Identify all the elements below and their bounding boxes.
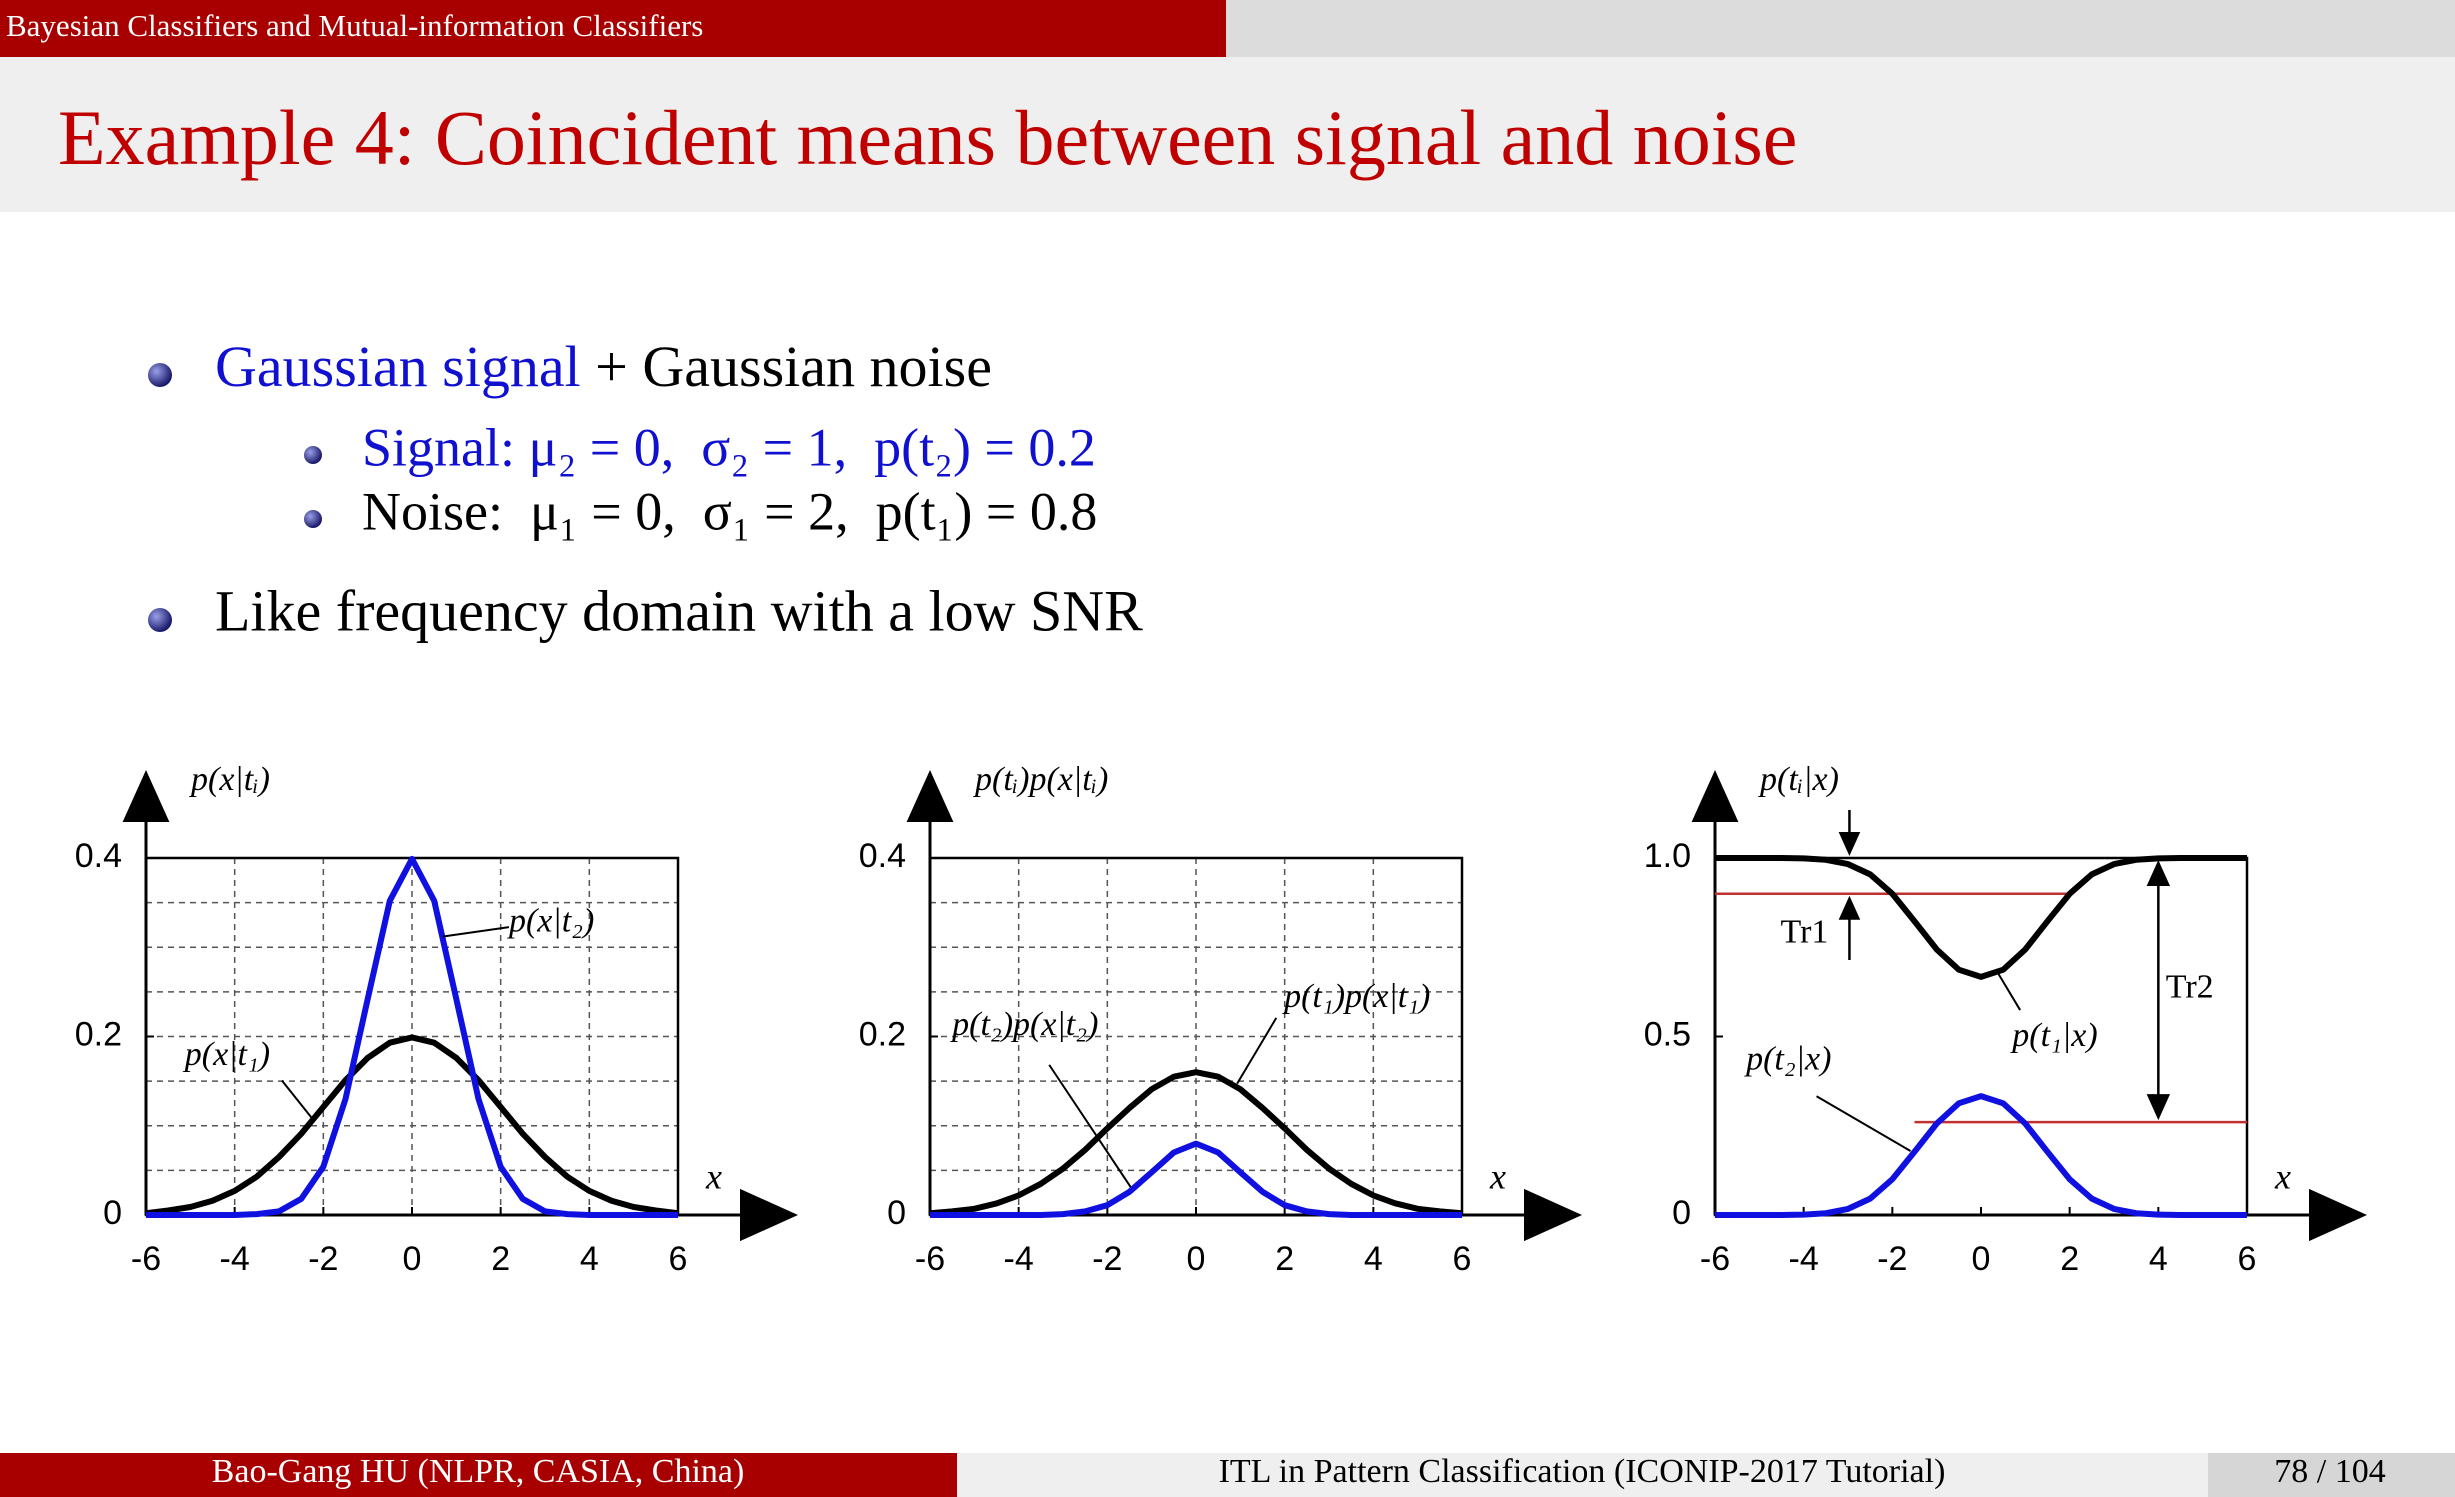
bullet-dot — [148, 608, 172, 632]
leader-line — [1236, 1017, 1278, 1085]
y-axis-label: p(x|tᵢ) — [189, 761, 270, 798]
x-tick-label: 2 — [2060, 1240, 2079, 1278]
tr-arrow-head — [1838, 832, 1861, 856]
x-tick-label: -2 — [1877, 1240, 1907, 1278]
x-tick-label: 0 — [1972, 1240, 1991, 1278]
x-tick-label: -4 — [220, 1240, 250, 1278]
header-section: Bayesian Classifiers and Mutual-informat… — [6, 8, 703, 43]
title-band — [0, 57, 2455, 212]
curve-label: p(t₁|x) — [2010, 1017, 2097, 1054]
footer-mid — [957, 1453, 2208, 1497]
x-tick-label: 6 — [669, 1240, 688, 1278]
tr-arrow-head — [2146, 860, 2171, 886]
curve-label: p(t₂)p(x|t₂) — [950, 1006, 1098, 1043]
y-tick-label: 0.5 — [1644, 1015, 1691, 1053]
threshold-label: Tr2 — [2166, 969, 2214, 1006]
sub-bullet: Signal: μ₂ = 0, σ₂ = 1, p(t₂) = 0.2 — [362, 417, 1096, 477]
curve — [930, 1140, 1462, 1218]
footer-talk: ITL in Pattern Classification (ICONIP-20… — [1219, 1453, 1946, 1490]
x-tick-label: 6 — [1453, 1240, 1472, 1278]
curve-label: p(t₂|x) — [1744, 1041, 1831, 1078]
x-axis-arrow — [740, 1188, 798, 1242]
x-tick-label: -6 — [1700, 1240, 1730, 1278]
x-tick-label: -6 — [915, 1240, 945, 1278]
x-tick-label: 0 — [403, 1240, 422, 1278]
threshold-label: Tr1 — [1781, 914, 1829, 951]
curve-label: p(x|t₁) — [183, 1036, 270, 1073]
x-tick-label: -4 — [1004, 1240, 1034, 1278]
bullet-text: Like frequency domain with a low SNR — [215, 578, 1143, 643]
curve — [1715, 1093, 2247, 1218]
x-tick-label: 4 — [2149, 1240, 2168, 1278]
y-tick-label: 0.2 — [75, 1015, 122, 1053]
footer-right — [2208, 1453, 2455, 1497]
footer-page: 78 / 104 — [2274, 1453, 2385, 1490]
leader-line — [1995, 970, 2021, 1011]
leader-line — [443, 926, 510, 938]
y-tick-label: 0.2 — [859, 1015, 906, 1053]
x-tick-label: -4 — [1789, 1240, 1819, 1278]
curve — [929, 1069, 1463, 1217]
sub-bullet-dot — [304, 510, 322, 528]
x-axis-label: x — [705, 1156, 722, 1196]
y-tick-label: 1.0 — [1644, 837, 1691, 875]
curve-label: p(x|t₂) — [507, 903, 594, 940]
slide-title: Example 4: Coincident means between sign… — [58, 94, 1797, 181]
leader-line — [281, 1079, 314, 1121]
bullet-dot — [148, 363, 172, 387]
charts: p(x|tᵢ) x -6 -4 -2 0 2 4 6 0 0.2 0.4 p(x|t₁) p(x|t₂) p… — [75, 761, 2367, 1278]
bullet-text: Gaussian signal + Gaussian noise — [215, 334, 992, 399]
x-tick-label: 6 — [2238, 1240, 2257, 1278]
y-axis-label: p(tᵢ|x) — [1758, 761, 1839, 798]
curve — [145, 1034, 679, 1217]
y-tick-label: 0 — [1672, 1194, 1691, 1232]
x-tick-label: 0 — [1187, 1240, 1206, 1278]
x-axis-label: x — [1489, 1156, 1506, 1196]
y-axis-arrow — [122, 770, 170, 822]
y-axis-label: p(tᵢ)p(x|tᵢ) — [973, 761, 1108, 798]
sub-bullet: Noise: μ₁ = 0, σ₁ = 2, p(t₁) = 0.8 — [362, 481, 1097, 541]
bullet-rest: + Gaussian noise — [595, 334, 992, 399]
y-axis-arrow — [1691, 770, 1739, 822]
curve — [146, 855, 678, 1218]
curve-label: p(t₁)p(x|t₁) — [1282, 978, 1430, 1015]
x-axis-label: x — [2274, 1156, 2291, 1196]
y-tick-label: 0 — [103, 1194, 122, 1232]
x-tick-label: 2 — [491, 1240, 510, 1278]
y-tick-label: 0 — [887, 1194, 906, 1232]
footer-author: Bao-Gang HU (NLPR, CASIA, China) — [212, 1453, 745, 1490]
bullet-highlight: Gaussian signal — [215, 334, 581, 399]
x-tick-label: -6 — [131, 1240, 161, 1278]
x-tick-label: -2 — [1092, 1240, 1122, 1278]
x-axis-arrow — [2309, 1188, 2367, 1242]
y-axis-arrow — [906, 770, 954, 822]
y-tick-label: 0.4 — [75, 837, 122, 875]
y-tick-label: 0.4 — [859, 837, 906, 875]
tr-arrow-head — [2146, 1094, 2171, 1121]
plot-frame — [1713, 856, 2249, 1217]
x-tick-label: -2 — [308, 1240, 338, 1278]
leader-line — [1816, 1095, 1912, 1152]
sub-bullet-dot — [304, 446, 322, 464]
x-tick-label: 4 — [580, 1240, 599, 1278]
tr-arrow-head — [1838, 895, 1861, 920]
x-tick-label: 2 — [1275, 1240, 1294, 1278]
curve — [1715, 855, 2247, 980]
x-tick-label: 4 — [1364, 1240, 1383, 1278]
footer-left — [0, 1453, 957, 1497]
header-section-bg — [0, 0, 1226, 57]
leader-line — [1048, 1064, 1132, 1188]
x-axis-arrow — [1524, 1188, 1582, 1242]
